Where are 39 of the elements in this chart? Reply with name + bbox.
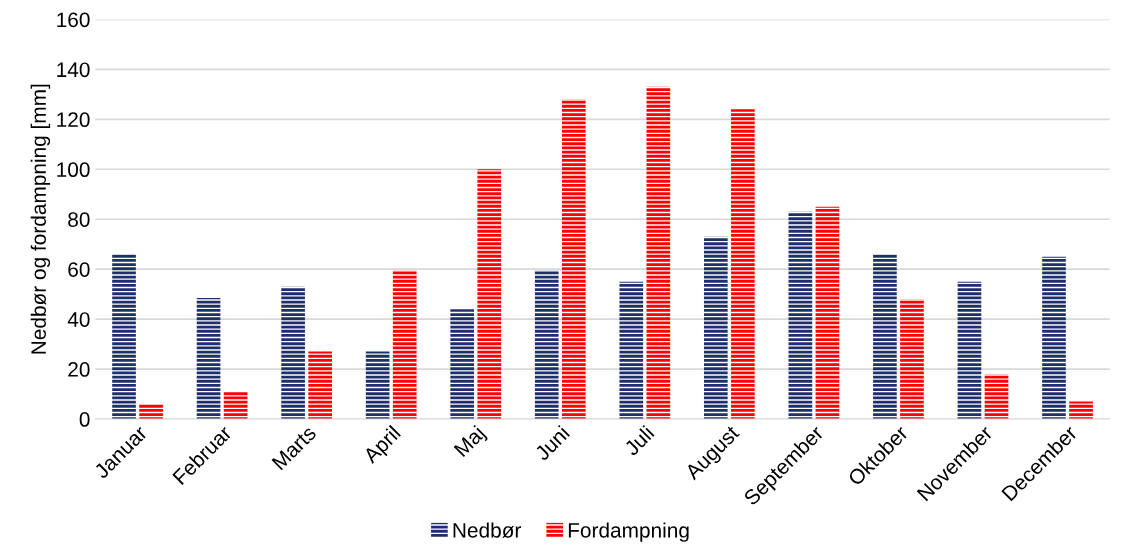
bar [984, 374, 1009, 420]
bar [788, 211, 813, 420]
bar [139, 404, 163, 420]
y-tick-label: 80 [68, 212, 90, 227]
y-axis-title: Nedbør og fordampning [mm] [30, 84, 51, 354]
bar [196, 297, 221, 420]
x-tick-label: Juni [533, 424, 571, 462]
bar [619, 281, 644, 420]
bar [1042, 256, 1066, 420]
legend-label: Nedbør [453, 522, 522, 538]
legend-label: Fordampning [568, 522, 689, 542]
bar [392, 270, 417, 420]
bar [646, 86, 671, 420]
bar [561, 99, 586, 420]
bar [1069, 401, 1093, 420]
bar [815, 206, 840, 420]
bar [703, 236, 728, 420]
bar [477, 169, 502, 420]
bar [365, 351, 390, 420]
x-tick-label: Maj [453, 424, 489, 461]
y-tick-label: 100 [57, 162, 90, 178]
bar [957, 281, 982, 420]
y-tick-label: 0 [79, 412, 90, 427]
y-tick-label: 160 [57, 12, 90, 28]
bar [223, 391, 248, 420]
y-tick-label: 40 [67, 312, 90, 327]
y-tick-label: 140 [57, 62, 90, 78]
bar [450, 309, 475, 420]
bar [534, 270, 559, 420]
y-tick-label: 60 [68, 262, 90, 277]
x-tick-label: Juli [622, 424, 655, 457]
bar [112, 254, 136, 420]
y-tick-label: 20 [68, 362, 90, 377]
bar [900, 299, 924, 420]
y-tick-label: 120 [57, 112, 90, 128]
bar [731, 109, 755, 420]
bar [308, 351, 332, 420]
bar [873, 254, 897, 420]
bar [281, 286, 305, 420]
